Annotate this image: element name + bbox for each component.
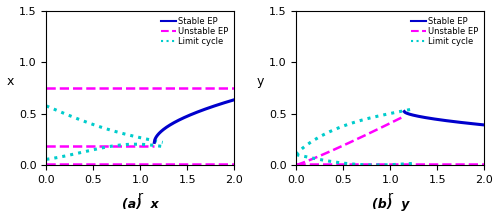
Legend: Stable EP, Unstable EP, Limit cycle: Stable EP, Unstable EP, Limit cycle <box>409 15 480 48</box>
Text: (b)  y: (b) y <box>372 198 409 211</box>
Text: (a)  x: (a) x <box>122 198 158 211</box>
Y-axis label: y: y <box>257 75 264 88</box>
X-axis label: r: r <box>138 190 143 203</box>
Legend: Stable EP, Unstable EP, Limit cycle: Stable EP, Unstable EP, Limit cycle <box>159 15 230 48</box>
X-axis label: r: r <box>388 190 393 203</box>
Y-axis label: x: x <box>7 75 14 88</box>
